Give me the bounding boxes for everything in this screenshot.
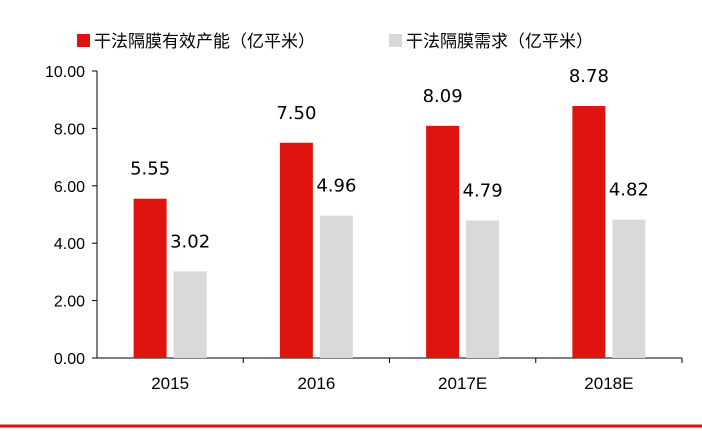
value-label: 8.09	[423, 86, 463, 107]
y-tick-label: 0.00	[54, 351, 85, 368]
x-tick-label: 2016	[297, 374, 335, 393]
bar-capacity	[426, 125, 460, 358]
bar-demand	[612, 219, 646, 358]
bar-demand	[173, 271, 207, 358]
bar-demand	[319, 215, 353, 358]
x-tick-label: 2018E	[584, 374, 633, 393]
value-label: 4.82	[609, 180, 649, 201]
x-tick-label: 2015	[151, 374, 189, 393]
bar-capacity	[279, 142, 313, 358]
bar-demand	[466, 220, 500, 358]
y-tick-label: 4.00	[54, 236, 85, 253]
legend-swatch-demand	[389, 34, 402, 47]
value-label: 8.78	[569, 66, 609, 87]
y-tick-label: 2.00	[54, 294, 85, 311]
legend-label-demand: 干法隔膜需求（亿平米）	[406, 32, 593, 52]
value-label: 7.50	[276, 103, 316, 124]
bars	[133, 106, 646, 358]
legend-label-capacity: 干法隔膜有效产能（亿平米）	[94, 32, 315, 52]
x-axis-tick-labels: 2015 2016 2017E 2018E	[151, 358, 683, 393]
value-label: 3.02	[170, 231, 210, 252]
bar-capacity	[572, 106, 606, 358]
y-axis-tick-labels: 0.00 2.00 4.00 6.00 8.00 10.00	[45, 64, 97, 368]
bar-capacity	[133, 198, 167, 358]
y-tick-label: 8.00	[54, 121, 85, 138]
value-label: 4.79	[463, 181, 503, 202]
legend: 干法隔膜有效产能（亿平米） 干法隔膜需求（亿平米）	[77, 32, 593, 52]
x-tick-label: 2017E	[438, 374, 487, 393]
y-tick-label: 10.00	[45, 64, 85, 81]
legend-swatch-capacity	[77, 34, 90, 47]
value-labels: 5.55 3.02 7.50 4.96 8.09 4.79 8.78 4.82	[130, 66, 649, 252]
y-tick-label: 6.00	[54, 179, 85, 196]
value-label: 4.96	[316, 176, 356, 197]
value-label: 5.55	[130, 159, 170, 180]
